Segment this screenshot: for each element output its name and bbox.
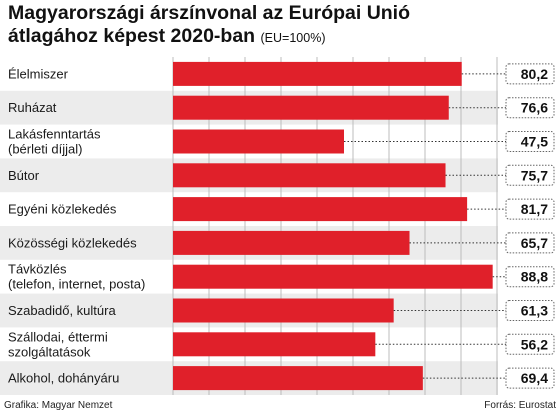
- category-label: Szabadidő, kultúra: [8, 303, 116, 318]
- bar: [173, 366, 423, 391]
- category-label: Egyéni közlekedés: [8, 202, 117, 217]
- value-label: 80,2: [521, 66, 548, 82]
- category-label: Lakásfenntartás: [8, 127, 101, 142]
- bar: [173, 163, 446, 188]
- value-box: [505, 266, 555, 288]
- bar: [173, 264, 493, 289]
- category-label: szolgáltatások: [8, 344, 91, 359]
- value-label: 61,3: [521, 303, 548, 319]
- category-label: Távközlés: [8, 262, 67, 277]
- category-label: Alkohol, dohányáru: [8, 371, 119, 386]
- bar: [173, 197, 468, 222]
- chart-title: Magyarországi árszínvonal az Európai Uni…: [8, 2, 553, 50]
- category-label: Ruházat: [8, 100, 57, 115]
- bar: [173, 332, 376, 357]
- value-box: [505, 164, 555, 186]
- value-box: [505, 97, 555, 119]
- value-box: [505, 232, 555, 254]
- category-label: Bútor: [8, 168, 40, 183]
- title-line-2: átlagához képest 2020-ban (EU=100%): [8, 25, 553, 50]
- value-label: 47,5: [521, 134, 548, 150]
- bar: [173, 129, 344, 154]
- bar: [173, 95, 449, 120]
- bar: [173, 61, 462, 86]
- category-label: Szállodai, éttermi: [8, 329, 108, 344]
- value-label: 88,8: [521, 269, 548, 285]
- value-label: 65,7: [521, 235, 548, 251]
- value-box: [505, 131, 555, 152]
- value-label: 75,7: [521, 167, 548, 183]
- category-label: (bérleti díjjal): [8, 142, 82, 157]
- source-credit: Forrás: Eurostat: [484, 400, 556, 411]
- value-label: 56,2: [521, 336, 548, 352]
- value-box: [505, 367, 555, 389]
- value-label: 81,7: [521, 201, 548, 217]
- chart-subtitle: (EU=100%): [260, 31, 326, 45]
- category-label: (telefon, internet, posta): [8, 277, 145, 292]
- graphic-credit: Grafika: Magyar Nemzet: [4, 400, 113, 411]
- title-line-2-text: átlagához képest 2020-ban: [8, 25, 256, 47]
- category-label: Élelmiszer: [8, 66, 69, 81]
- value-box: [505, 333, 555, 355]
- value-box: [505, 63, 555, 85]
- category-label: Közösségi közlekedés: [8, 235, 137, 250]
- bar: [173, 298, 394, 323]
- title-line-1: Magyarországi árszínvonal az Európai Uni…: [8, 2, 411, 24]
- value-label: 76,6: [521, 100, 548, 116]
- value-box: [505, 300, 555, 321]
- value-box: [505, 198, 555, 220]
- value-label: 69,4: [521, 370, 548, 386]
- bar: [173, 230, 410, 255]
